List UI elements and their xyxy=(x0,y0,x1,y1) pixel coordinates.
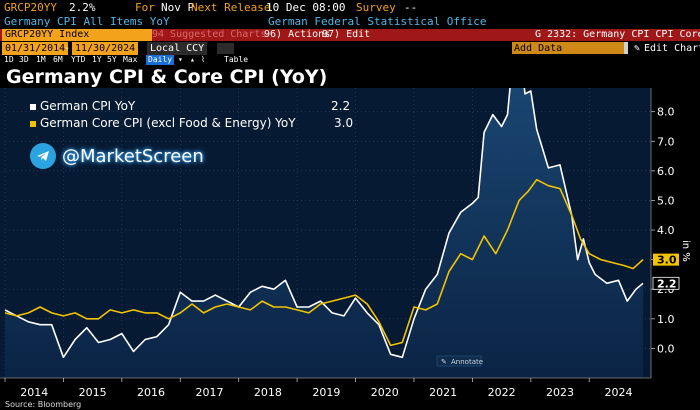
ticker: GRCP20YY xyxy=(4,1,57,14)
period-max[interactable]: Max xyxy=(123,55,138,64)
y-tick-label: 6.0 xyxy=(657,165,675,178)
legend-label-core: German Core CPI (excl Food & Energy) YoY xyxy=(40,116,296,130)
y-axis-label: in % xyxy=(680,240,691,262)
add-data-scroll xyxy=(624,42,628,54)
security-description: Germany CPI All Items YoY German Federal… xyxy=(0,15,700,29)
last-value-label-0: 2.2 xyxy=(657,277,677,290)
period-3d[interactable]: 3D xyxy=(19,55,29,64)
options-button[interactable] xyxy=(217,43,234,54)
frequency-chevron-icon[interactable]: ▾ xyxy=(178,55,183,64)
for-period: Nov P xyxy=(161,1,195,14)
y-tick-label: 5.0 xyxy=(657,194,675,207)
y-tick-label: 1.0 xyxy=(657,313,675,326)
chart-title: Germany CPI & Core CPI (YoY) xyxy=(6,66,328,88)
telegram-icon xyxy=(30,143,56,169)
period-6m[interactable]: 6M xyxy=(53,55,63,64)
series-line-0 xyxy=(4,88,644,359)
currency-select[interactable]: Local CCY xyxy=(147,42,208,55)
chart-type-icon[interactable]: ⌇ xyxy=(201,55,205,64)
period-1y[interactable]: 1Y xyxy=(92,55,102,64)
settings-icon[interactable]: ▴ xyxy=(190,55,195,64)
x-tick-label: 2024 xyxy=(604,386,632,399)
index-field[interactable]: GRCP20YY Index xyxy=(2,29,152,41)
legend-label-cpi: German CPI YoY xyxy=(40,99,136,113)
suggested-charts-button[interactable]: 94 Suggested Charts xyxy=(152,29,267,40)
x-tick-label: 2016 xyxy=(137,386,165,399)
edit-chart-pencil-icon: ✎ xyxy=(634,43,641,54)
last-value-tag-1 xyxy=(653,253,679,266)
series-area-0 xyxy=(5,88,643,378)
next-release-value: 10 Dec 08:00 xyxy=(266,1,346,14)
y-tick-label: 0.0 xyxy=(657,342,675,355)
x-tick-label: 2015 xyxy=(79,386,107,399)
period-1d[interactable]: 1D xyxy=(4,55,14,64)
table-button[interactable]: Table xyxy=(224,55,249,64)
edit-chart-button[interactable]: Edit Chart xyxy=(644,43,700,54)
last-value-label-1: 3.0 xyxy=(657,254,677,267)
legend-swatch-cpi xyxy=(30,103,36,110)
description: Germany CPI All Items YoY xyxy=(4,15,170,28)
y-tick-label: 8.0 xyxy=(657,106,675,119)
frequency-select[interactable]: Daily xyxy=(146,55,175,65)
x-tick-label: 2014 xyxy=(20,386,48,399)
legend-value-core: 3.0 xyxy=(334,116,354,130)
range-bar: 01/31/2014 - 11/30/2024 Local CCY Add Da… xyxy=(0,42,700,55)
annotation-icon: ✎ xyxy=(441,358,447,366)
next-release-label: Next Release xyxy=(191,1,271,14)
last-value: 2.2% xyxy=(69,1,96,14)
actions-button[interactable]: 96) Actions xyxy=(264,29,331,40)
chart-id: G 2332: Germany CPI CPI Core xyxy=(535,29,700,40)
survey-label: Survey xyxy=(356,1,396,14)
start-date-input[interactable]: 01/31/2014 xyxy=(2,42,69,55)
x-tick-label: 2018 xyxy=(254,386,282,399)
watermark-handle: @MarketScreen xyxy=(62,145,204,167)
x-tick-label: 2020 xyxy=(371,386,399,399)
x-tick-label: 2017 xyxy=(195,386,223,399)
last-value-tag-0 xyxy=(652,276,680,290)
edit-button[interactable]: 97) Edit xyxy=(322,29,371,40)
x-tick-label: 2022 xyxy=(488,386,516,399)
x-tick-label: 2023 xyxy=(546,386,574,399)
source-office: German Federal Statistical Office xyxy=(268,15,487,28)
annotation-marker[interactable]: Annotate ✎ xyxy=(436,355,483,367)
series-line-1 xyxy=(4,178,644,347)
x-tick-label: 2021 xyxy=(429,386,457,399)
watermark: @MarketScreen xyxy=(30,143,204,169)
toolbar: GRCP20YY Index 94 Suggested Charts 96) A… xyxy=(0,29,700,41)
legend-value-cpi: 2.2 xyxy=(331,99,351,113)
x-tick-label: 2019 xyxy=(312,386,340,399)
survey-value: -- xyxy=(404,1,418,14)
date-separator: - xyxy=(64,43,71,54)
period-1m[interactable]: 1M xyxy=(36,55,46,64)
period-ytd[interactable]: YTD xyxy=(71,55,86,64)
security-header: GRCP20YY 2.2% For Nov P Next Release 10 … xyxy=(0,0,700,15)
legend-item-cpi: German CPI YoY xyxy=(30,99,135,113)
source-footer: Source: Bloomberg xyxy=(5,400,82,409)
period-bar: 1D 3D 1M 6M YTD 1Y 5Y Max Daily ▾ ▴ ⌇ Ta… xyxy=(0,55,700,65)
add-data-input[interactable]: Add Data xyxy=(512,42,624,54)
for-label: For xyxy=(135,1,155,14)
legend-swatch-core xyxy=(30,120,36,127)
y-tick-label: 4.0 xyxy=(657,224,675,237)
chart: 0.01.02.03.04.05.06.07.08.0 201420152016… xyxy=(0,88,691,399)
annotation-label: Annotate xyxy=(451,358,483,366)
y-tick-label: 7.0 xyxy=(657,135,675,148)
end-date-input[interactable]: 11/30/2024 xyxy=(72,42,139,55)
period-5y[interactable]: 5Y xyxy=(107,55,117,64)
legend-item-core: German Core CPI (excl Food & Energy) YoY xyxy=(30,116,296,130)
